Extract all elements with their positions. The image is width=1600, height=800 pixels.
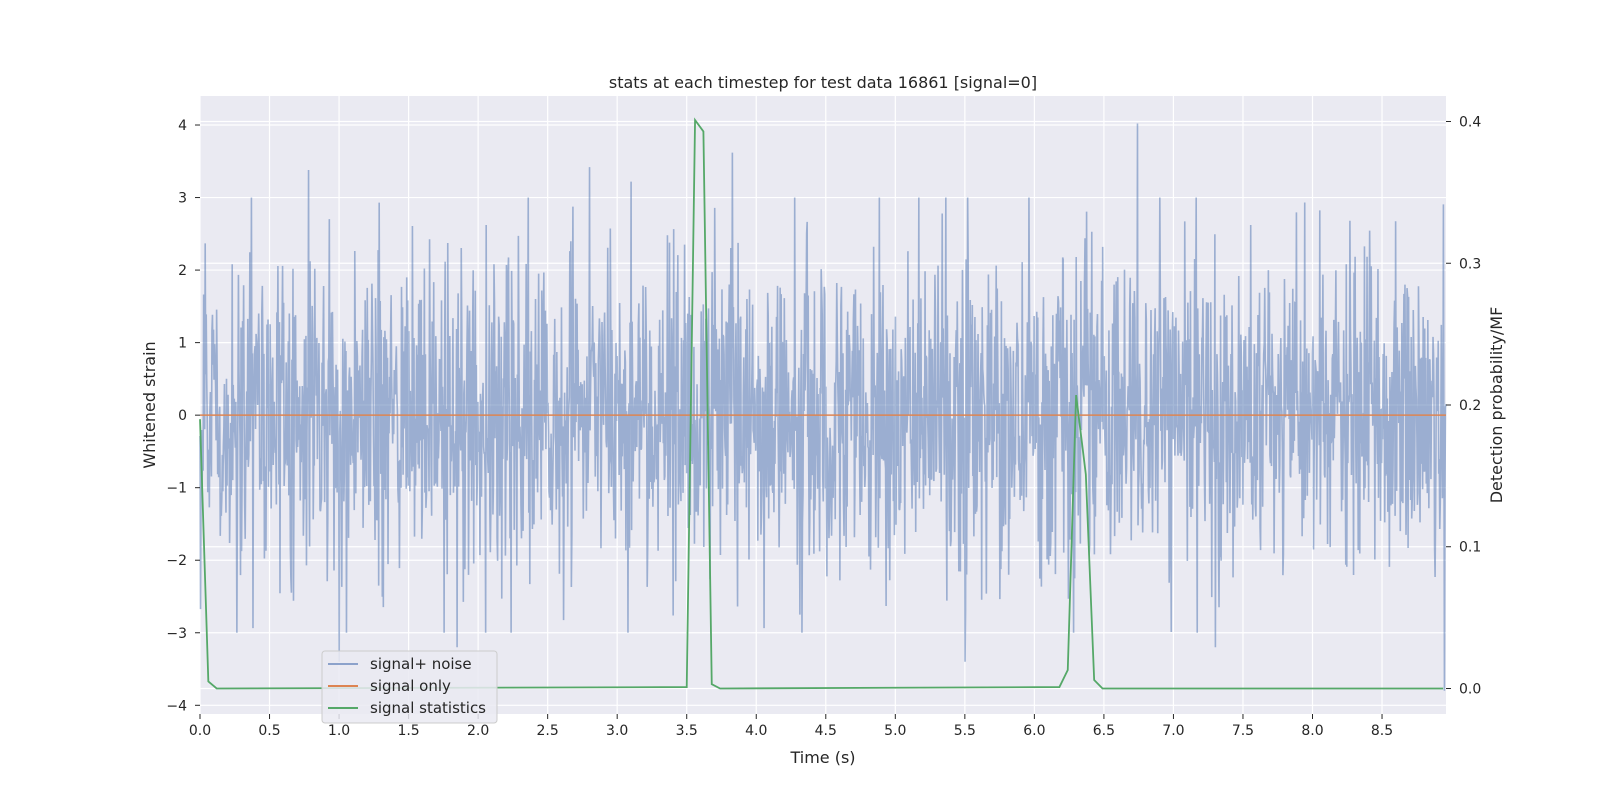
x-tick-label: 0.5 — [258, 723, 280, 739]
x-tick-label: 1.0 — [328, 723, 350, 739]
chart-title: stats at each timestep for test data 168… — [609, 73, 1037, 92]
x-tick-label: 7.0 — [1162, 723, 1184, 739]
left-y-tick-label: 1 — [178, 336, 187, 352]
signal-noise-series — [199, 123, 1447, 691]
x-axis-label: Time (s) — [789, 748, 855, 767]
left-y-tick-label: 0 — [178, 408, 187, 424]
right-y-tick-label: 0.0 — [1459, 681, 1481, 697]
right-y-tick-label: 0.1 — [1459, 540, 1481, 556]
x-tick-label: 2.5 — [537, 723, 559, 739]
x-tick-label: 8.5 — [1371, 723, 1393, 739]
x-tick-label: 8.0 — [1301, 723, 1323, 739]
signal-noise-line — [199, 123, 1447, 691]
left-y-tick-label: −3 — [166, 626, 187, 642]
left-y-axis-ticks: 4 3 2 1 0 −1 −2 −3 −4 — [166, 118, 200, 714]
left-y-tick-label: 4 — [178, 118, 187, 134]
legend-label-signal-noise: signal+ noise — [370, 655, 472, 673]
x-tick-label: 4.0 — [745, 723, 767, 739]
x-tick-label: 1.5 — [397, 723, 419, 739]
legend: signal+ noise signal only signal statist… — [321, 650, 498, 724]
x-tick-label: 3.5 — [676, 723, 698, 739]
legend-box — [321, 650, 498, 724]
left-y-tick-label: −2 — [166, 553, 187, 569]
left-y-tick-label: 2 — [178, 263, 187, 279]
left-y-axis-label: Whitened strain — [140, 341, 159, 468]
x-axis-ticks: 0.0 0.5 1.0 1.5 2.0 2.5 3.0 3.5 4.0 4.5 5.0 5.5 6.0 6… — [189, 714, 1393, 739]
left-y-tick-label: −1 — [166, 481, 187, 497]
x-tick-label: 2.0 — [467, 723, 489, 739]
x-tick-label: 5.5 — [954, 723, 976, 739]
left-y-tick-label: 3 — [178, 191, 187, 207]
x-tick-label: 6.5 — [1093, 723, 1115, 739]
x-tick-label: 4.5 — [815, 723, 837, 739]
x-tick-label: 5.0 — [884, 723, 906, 739]
x-tick-label: 0.0 — [189, 723, 211, 739]
x-tick-label: 6.0 — [1023, 723, 1045, 739]
right-y-axis-label: Detection probability/MF — [1487, 307, 1506, 504]
right-y-tick-label: 0.3 — [1459, 256, 1481, 272]
legend-label-signal-statistics: signal statistics — [370, 699, 486, 717]
x-tick-label: 7.5 — [1232, 723, 1254, 739]
left-y-tick-label: −4 — [166, 698, 187, 714]
x-tick-label: 3.0 — [606, 723, 628, 739]
right-y-tick-label: 0.2 — [1459, 398, 1481, 414]
legend-label-signal-only: signal only — [370, 677, 451, 695]
right-y-axis-ticks: 0.4 0.3 0.2 0.1 0.0 — [1446, 115, 1481, 697]
right-y-tick-label: 0.4 — [1459, 115, 1481, 131]
